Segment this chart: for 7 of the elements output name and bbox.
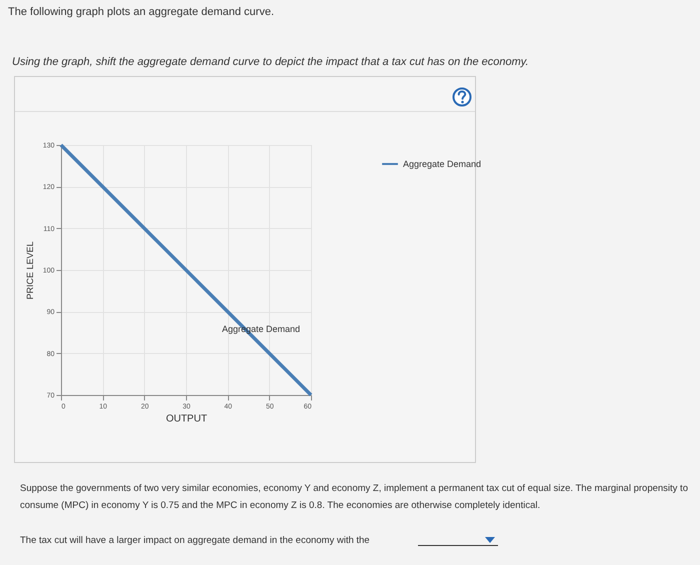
chart-subtitle: Using the graph, shift the aggregate demand curve to depict the impact that a tax cut has on the economy. xyxy=(12,56,528,68)
y-axis-title: PRICE LEVEL xyxy=(24,241,35,300)
legend-label: Aggregate Demand xyxy=(403,159,482,169)
text: The tax cut will have a larger impact on aggregate demand in the economy with the xyxy=(20,535,370,546)
chart-title: The following graph plots an aggregate demand curve. xyxy=(8,6,274,18)
text: Suppose the governments of two very similar economies, economy Y and economy Z, implement a permanent tax cut of equal size. The marginal propensity to consume (MPC) in economy Y is 0.75 and the MPC in economy Z is 0.8. The economies are otherwise completely identical. xyxy=(20,482,689,513)
x-axis-title: OUTPUT xyxy=(166,414,208,424)
